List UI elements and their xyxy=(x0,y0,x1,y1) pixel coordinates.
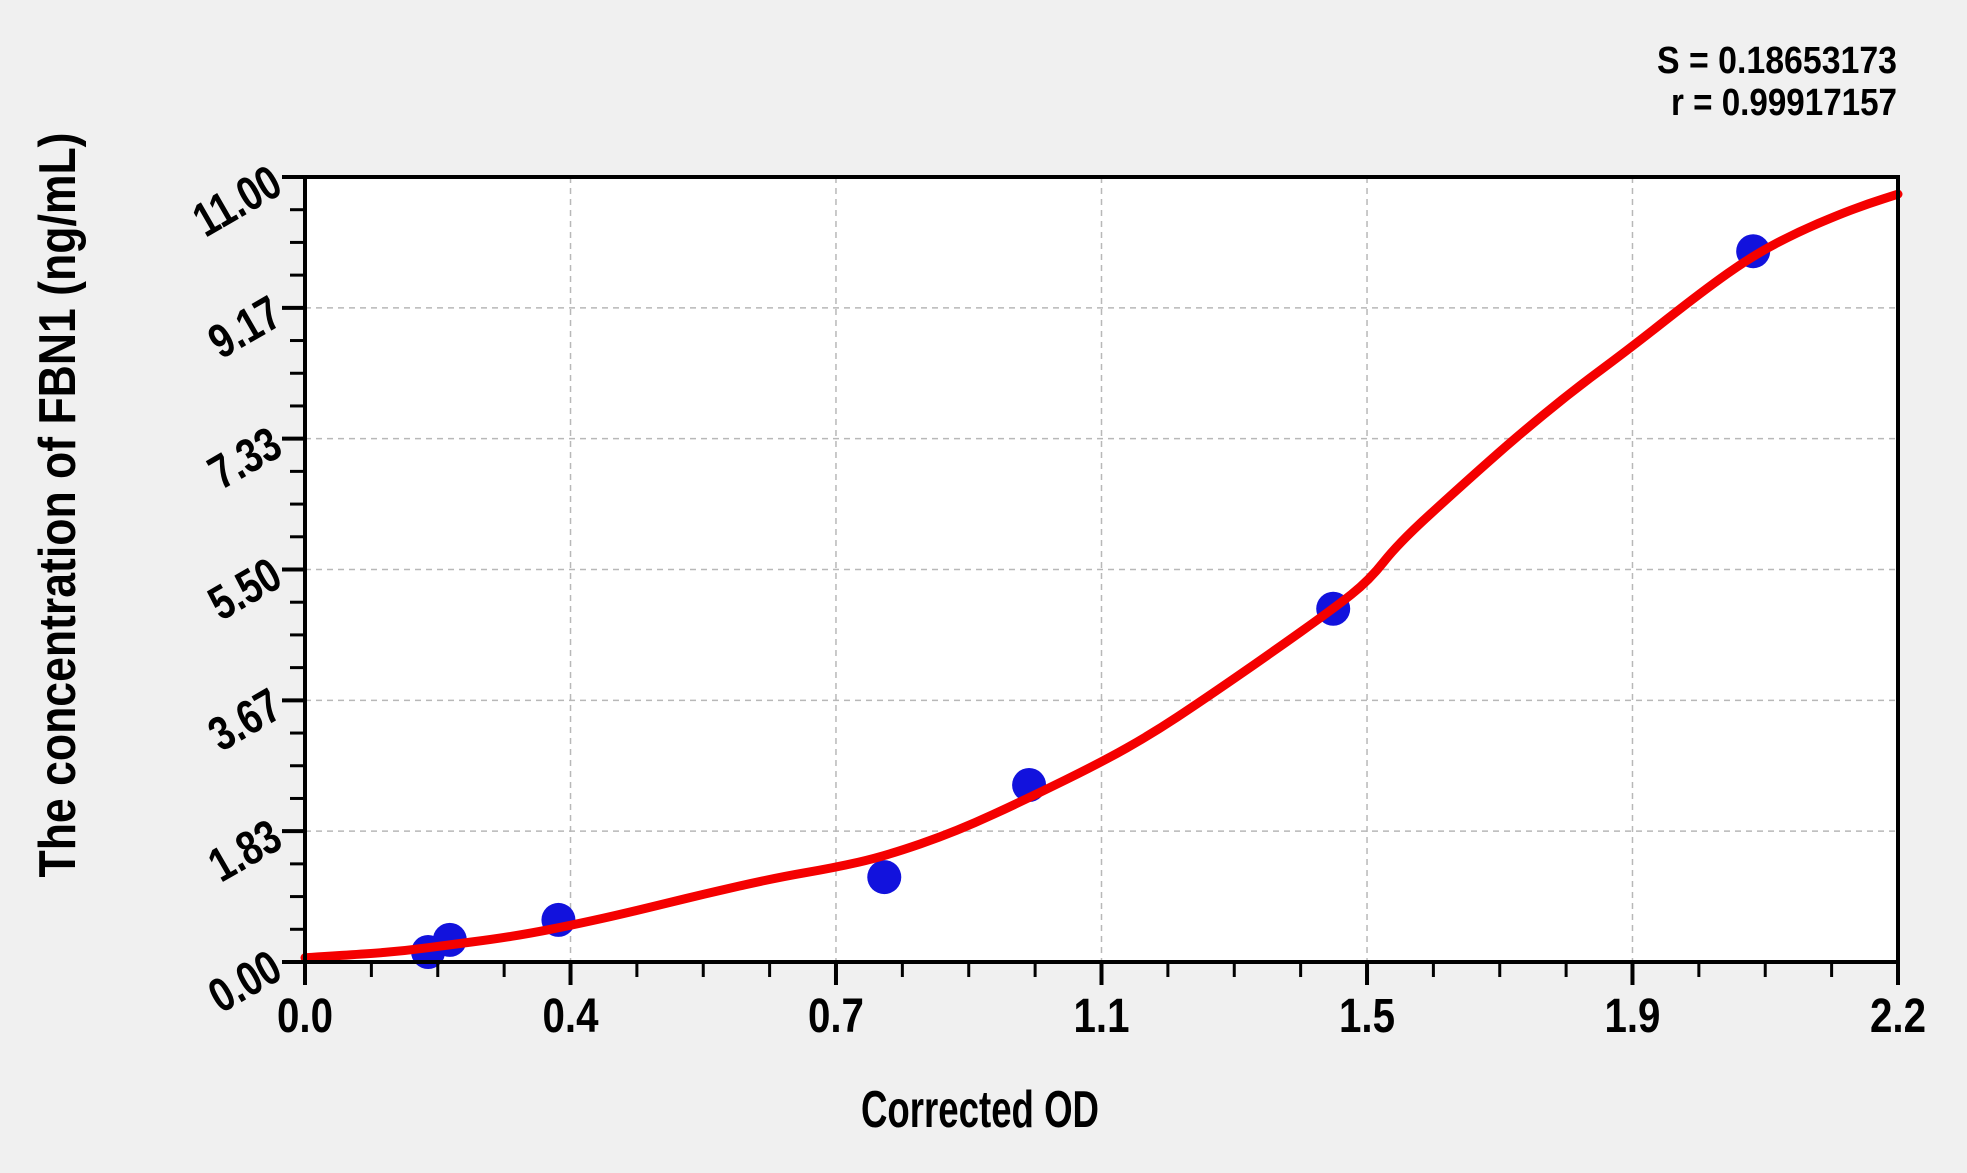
x-tick-label: 1.1 xyxy=(1074,990,1130,1043)
x-tick-label: 1.5 xyxy=(1339,990,1395,1043)
y-tick-label: 7.33 xyxy=(200,417,291,500)
stat-s-value: S = 0.18653173 xyxy=(1657,40,1897,82)
y-tick-label: 1.83 xyxy=(200,810,291,893)
axis-ticks xyxy=(282,175,1900,985)
stat-r-value: r = 0.99917157 xyxy=(1671,82,1897,124)
y-axis-title: The concentration of FBN1 (ng/mL) xyxy=(29,133,87,878)
x-tick-label: 0.4 xyxy=(543,990,599,1043)
gridlines xyxy=(305,177,1898,962)
data-point xyxy=(867,860,902,895)
axis-frame xyxy=(303,175,1900,964)
y-tick-label: 9.17 xyxy=(200,286,291,369)
x-tick-label: 1.9 xyxy=(1604,990,1660,1043)
x-tick-label: 0.7 xyxy=(808,990,864,1043)
y-tick-label: 3.67 xyxy=(200,679,291,762)
plot-layers: 0.0 0.4 0.7 1.1 1.5 1.9 2.20.001.833.675.507.3… xyxy=(184,156,1926,1043)
y-tick-label: 5.50 xyxy=(200,548,291,631)
x-axis-title: Corrected OD xyxy=(861,1081,1099,1139)
y-tick-label: 11.00 xyxy=(184,156,290,248)
fitted-curve xyxy=(300,189,1903,963)
x-tick-label: 2.2 xyxy=(1870,990,1926,1043)
x-tick-label: 0.0 xyxy=(277,990,333,1043)
